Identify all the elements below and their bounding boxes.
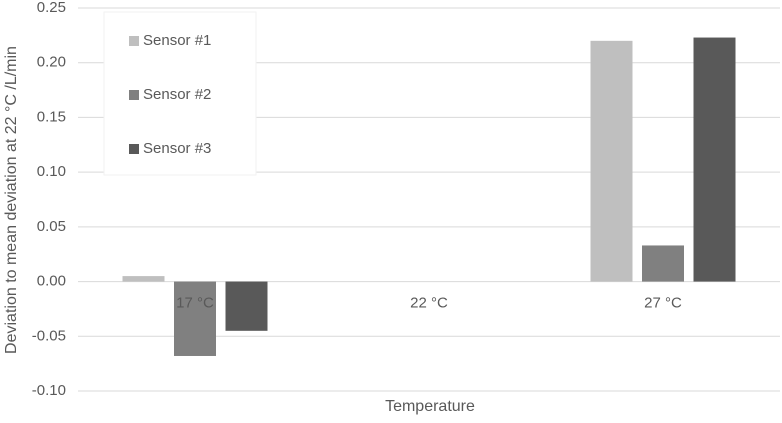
bar [590,40,633,282]
y-tick-label: 0.15 [37,108,66,125]
bar [642,245,684,282]
x-tick-label: 27 °C [644,295,682,312]
legend-label: Sensor #2 [143,86,211,103]
x-axis-title: Temperature [385,398,475,415]
bar [122,276,165,282]
legend-swatch [129,36,139,46]
legend-label: Sensor #3 [143,140,211,157]
x-tick-label: 22 °C [410,295,448,312]
y-tick-label: 0.00 [37,273,66,290]
bar [174,281,216,356]
y-tick-label: 0.25 [37,0,66,16]
legend-label: Sensor #1 [143,32,211,49]
y-tick-label: 0.10 [37,163,66,180]
y-tick-label: -0.10 [32,382,66,399]
legend-swatch [129,144,139,154]
bar [693,37,736,282]
y-tick-label: 0.20 [37,54,66,71]
legend-swatch [129,90,139,100]
y-tick-label: -0.05 [32,327,66,344]
x-tick-label: 17 °C [176,295,214,312]
y-axis-title: Deviation to mean deviation at 22 °C /L/… [3,46,20,354]
bar [225,281,268,331]
y-tick-label: 0.05 [37,218,66,235]
